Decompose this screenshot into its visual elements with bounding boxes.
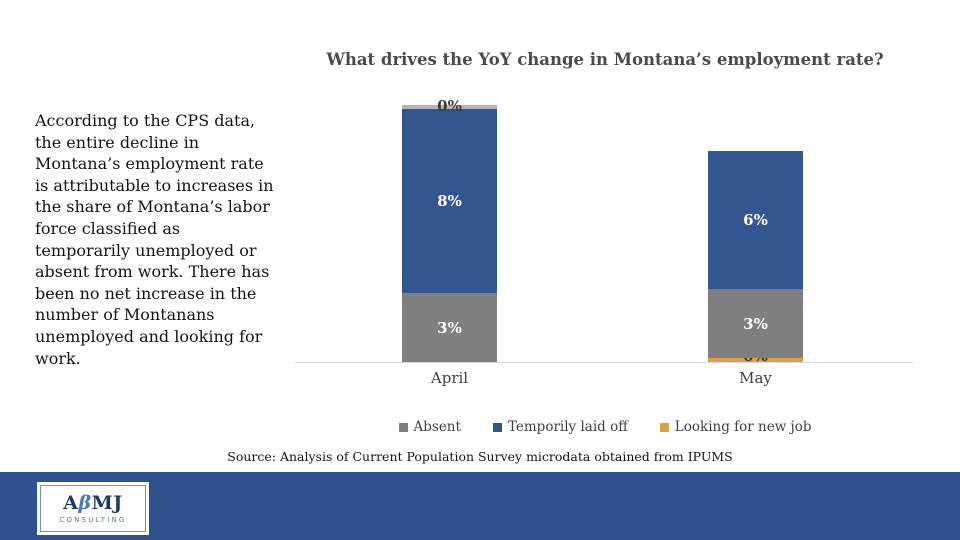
legend-label: Looking for new job — [674, 419, 812, 435]
legend-label: Temporily laid off — [507, 419, 628, 435]
segment-value-label: 3% — [437, 318, 462, 337]
x-tick-may: May — [739, 369, 772, 387]
segment-value-label: 6% — [743, 211, 768, 229]
source-note: Source: Analysis of Current Population S… — [227, 449, 733, 464]
x-tick-april: April — [430, 369, 469, 387]
legend-item-temporily-laid-off: Temporily laid off — [492, 419, 628, 435]
legend-item-absent: Absent — [398, 419, 461, 435]
logo-subtitle: CONSULTING — [59, 515, 127, 524]
bar-segment-looking-for-new-job: 0% — [402, 97, 497, 115]
logo-beta-glyph: β — [78, 491, 92, 514]
x-axis-line — [295, 362, 913, 363]
legend-swatch-icon — [492, 422, 502, 432]
legend: Absent Temporily laid off Looking for new … — [290, 419, 920, 435]
segment-value-label: 0% — [437, 97, 462, 115]
bar-may: 0% 3% 6% — [708, 151, 803, 365]
segment-value-label: 3% — [743, 314, 768, 333]
bar-segment-absent: 3% — [402, 293, 497, 362]
legend-swatch-icon — [659, 422, 669, 432]
bar-segment-absent: 3% — [708, 289, 803, 358]
logo-wordmark: AβMJ — [63, 491, 123, 514]
bar-april: 3% 8% 0% — [402, 97, 497, 362]
bar-segment-looking-for-new-job: 0% — [708, 347, 803, 365]
bar-segment-temporily-laid-off: 6% — [708, 151, 803, 289]
legend-item-looking-for-new-job: Looking for new job — [659, 419, 812, 435]
legend-label: Absent — [413, 419, 461, 435]
footer-band — [0, 472, 960, 540]
legend-swatch-icon — [398, 422, 408, 432]
logo-letters-mj: MJ — [91, 491, 123, 514]
commentary-text: According to the CPS data, the entire de… — [35, 111, 274, 368]
logo-frame: AβMJ CONSULTING — [40, 485, 146, 532]
logo: AβMJ CONSULTING — [37, 482, 149, 535]
logo-letter-a: A — [63, 491, 79, 514]
chart-title: What drives the YoY change in Montana’s … — [326, 50, 884, 69]
segment-value-label: 8% — [437, 192, 462, 210]
bar-segment-temporily-laid-off: 8% — [402, 109, 497, 293]
